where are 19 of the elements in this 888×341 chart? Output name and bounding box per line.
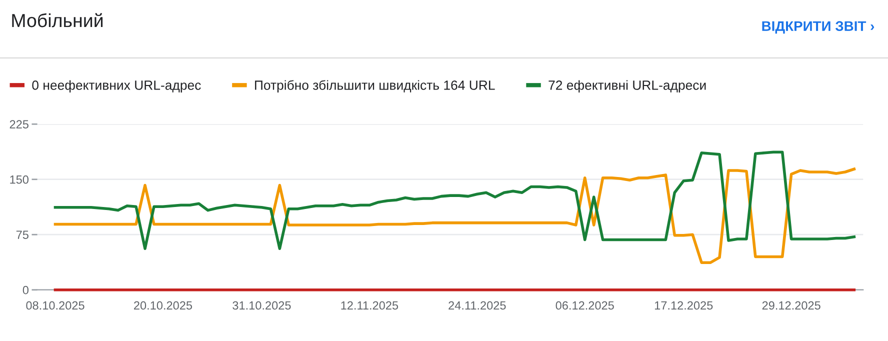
- x-tick-label: 08.10.2025: [26, 301, 84, 310]
- y-tick-label: 150: [10, 175, 29, 184]
- x-tick-label: 12.11.2025: [341, 301, 398, 310]
- x-tick-label: 20.10.2025: [134, 301, 192, 310]
- y-tick-label: 75: [16, 230, 28, 239]
- y-tick-label: 0: [22, 286, 28, 294]
- y-tick-label: 225: [10, 120, 28, 129]
- x-tick-label: 29.12.2025: [762, 301, 820, 310]
- line-series: [54, 168, 856, 264]
- line-series: [54, 150, 856, 250]
- text: ВІДКРИТИ ЗВІТ ›: [762, 21, 874, 34]
- x-tick-label: 17.12.2025: [654, 301, 713, 310]
- x-tick-label: 24.11.2025: [448, 301, 506, 310]
- legend-label: 72 ефективні URL-адреси: [548, 80, 706, 92]
- x-tick-label: 31.10.2025: [232, 301, 291, 310]
- legend-label: Потрібно збільшити швидкість 164 URL: [255, 80, 495, 92]
- chart-title: Мобільний: [12, 13, 103, 28]
- x-tick-label: 06.12.2025: [556, 301, 614, 310]
- legend-label: 0 неефективних URL-адрес: [32, 80, 201, 92]
